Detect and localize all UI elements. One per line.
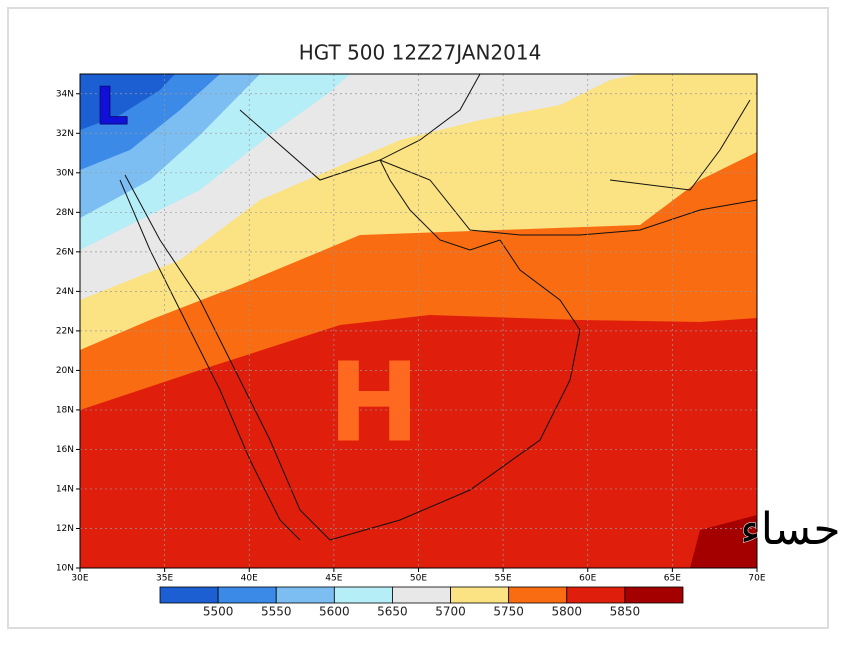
axes: 10N 12N 14N 16N 18N 20N 22N 24N 26N 28N 30N 32N 34N 3… bbox=[56, 89, 766, 583]
lat-label: 16N bbox=[56, 445, 74, 455]
low-label: L bbox=[95, 77, 128, 137]
lon-label: 40E bbox=[241, 574, 258, 584]
colorbar-label: 5700 bbox=[435, 605, 466, 619]
colorbar-swatch bbox=[566, 586, 626, 604]
lat-label: 32N bbox=[56, 129, 74, 139]
lat-label: 24N bbox=[56, 287, 74, 297]
gulf-coast bbox=[379, 159, 501, 251]
lat-label: 30N bbox=[56, 168, 74, 178]
map-area: L H براري الاحساء bbox=[79, 73, 841, 569]
lat-label: 10N bbox=[56, 564, 74, 574]
lon-label: 65E bbox=[664, 574, 681, 584]
red-sea-east bbox=[124, 174, 331, 541]
colorbar-swatch bbox=[450, 586, 510, 604]
lat-label: 12N bbox=[56, 524, 74, 534]
lat-label: 18N bbox=[56, 405, 74, 415]
colorbar-swatch bbox=[392, 586, 451, 604]
colorbar-swatch bbox=[624, 586, 684, 604]
colorbar-swatch bbox=[508, 586, 568, 604]
colorbar-swatch bbox=[217, 586, 277, 604]
colorbar-label: 5650 bbox=[377, 605, 408, 619]
lon-label: 60E bbox=[579, 574, 596, 584]
colorbar-label: 5750 bbox=[493, 605, 524, 619]
iran-coast bbox=[379, 159, 758, 236]
lon-label: 70E bbox=[748, 574, 765, 584]
lon-label: 55E bbox=[495, 574, 512, 584]
colorbar-label: 5850 bbox=[610, 605, 641, 619]
lat-label: 26N bbox=[56, 247, 74, 257]
red-sea-west bbox=[119, 179, 301, 541]
lon-label: 30E bbox=[71, 574, 88, 584]
colorbar-swatch bbox=[333, 586, 393, 604]
colorbar: 5500 5550 5600 5650 5700 5750 5800 5850 bbox=[159, 586, 684, 619]
colorbar-label: 5800 bbox=[552, 605, 583, 619]
grid bbox=[80, 74, 757, 568]
high-label: H bbox=[328, 338, 420, 466]
title: HGT 500 12Z27JAN2014 bbox=[299, 41, 542, 65]
colorbar-swatch bbox=[159, 586, 219, 604]
borders-north bbox=[239, 73, 481, 181]
lat-label: 22N bbox=[56, 326, 74, 336]
caption: براري الاحساء bbox=[740, 504, 841, 555]
lon-label: 45E bbox=[325, 574, 342, 584]
lon-label: 50E bbox=[410, 574, 427, 584]
colorbar-label: 5500 bbox=[203, 605, 234, 619]
colorbar-swatch bbox=[275, 586, 335, 604]
lon-label: 35E bbox=[156, 574, 173, 584]
band-darkblue bbox=[80, 74, 175, 130]
coastlines bbox=[119, 73, 758, 541]
borders-east bbox=[609, 99, 751, 191]
lat-label: 14N bbox=[56, 484, 74, 494]
lat-label: 28N bbox=[56, 208, 74, 218]
lat-label: 20N bbox=[56, 366, 74, 376]
colorbar-label: 5550 bbox=[261, 605, 292, 619]
arabia-south-coast bbox=[329, 239, 581, 541]
colorbar-label: 5600 bbox=[319, 605, 350, 619]
lat-label: 34N bbox=[56, 89, 74, 99]
